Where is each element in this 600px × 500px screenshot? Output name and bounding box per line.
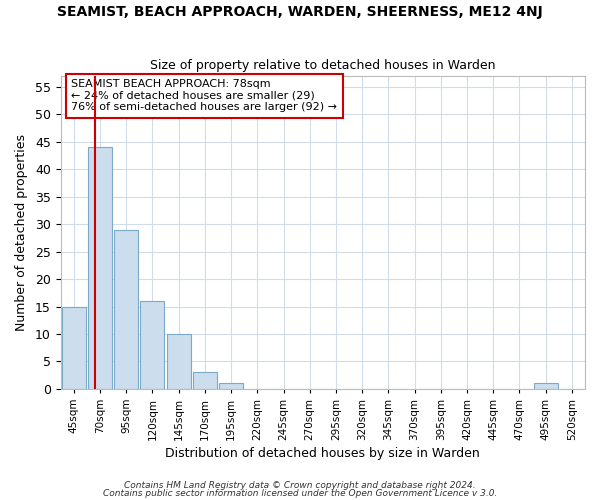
X-axis label: Distribution of detached houses by size in Warden: Distribution of detached houses by size … [166,447,480,460]
Bar [219,384,243,389]
Text: Contains HM Land Registry data © Crown copyright and database right 2024.: Contains HM Land Registry data © Crown c… [124,480,476,490]
Bar [114,230,138,389]
Bar [533,384,558,389]
Text: Contains public sector information licensed under the Open Government Licence v : Contains public sector information licen… [103,489,497,498]
Bar [140,301,164,389]
Bar [167,334,191,389]
Y-axis label: Number of detached properties: Number of detached properties [15,134,28,331]
Bar [193,372,217,389]
Title: Size of property relative to detached houses in Warden: Size of property relative to detached ho… [150,59,496,72]
Bar [62,306,86,389]
Text: SEAMIST BEACH APPROACH: 78sqm
← 24% of detached houses are smaller (29)
76% of s: SEAMIST BEACH APPROACH: 78sqm ← 24% of d… [71,79,337,112]
Bar [88,148,112,389]
Text: SEAMIST, BEACH APPROACH, WARDEN, SHEERNESS, ME12 4NJ: SEAMIST, BEACH APPROACH, WARDEN, SHEERNE… [57,5,543,19]
